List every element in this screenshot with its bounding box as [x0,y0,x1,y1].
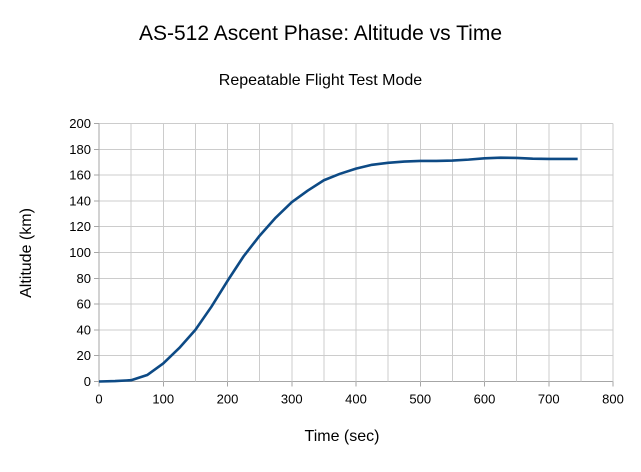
y-tick-label: 60 [77,297,91,312]
chart-title: AS-512 Ascent Phase: Altitude vs Time [138,22,503,45]
y-tick-label: 180 [69,142,91,157]
x-tick-label: 600 [474,392,496,407]
chart-subtitle: Repeatable Flight Test Mode [218,72,423,89]
x-axis-title: Time (sec) [304,428,380,445]
y-tick-label: 0 [84,374,91,389]
y-tick-label: 200 [69,116,91,131]
x-tick-label: 100 [152,392,174,407]
y-tick-label: 100 [69,245,91,260]
x-tick-label: 300 [281,392,303,407]
y-tick-label: 40 [77,322,91,337]
altitude-curve [98,156,578,383]
x-tick-label: 200 [217,392,239,407]
x-tick-label: 0 [95,392,102,407]
x-tick-label: 500 [409,392,431,407]
y-tick-label: 140 [69,193,91,208]
y-tick-label: 160 [69,168,91,183]
x-tick-label: 800 [602,392,624,407]
x-tick-label: 700 [538,392,560,407]
x-tick-label: 400 [345,392,367,407]
y-tick-label: 20 [77,348,91,363]
y-tick-label: 80 [77,271,91,286]
y-tick-label: 120 [69,219,91,234]
